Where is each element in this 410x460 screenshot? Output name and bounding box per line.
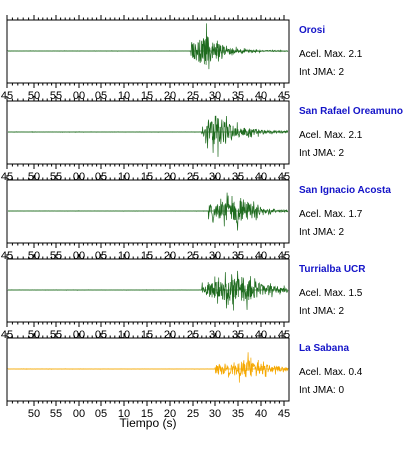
x-tick-label: 10 — [118, 408, 130, 420]
panel-frame — [6, 258, 290, 323]
trace-waveform — [7, 352, 289, 383]
x-tick-label: 15 — [141, 408, 153, 420]
station-name: San Ignacio Acosta — [299, 185, 391, 196]
panels-group: 45 50 55 00 05 10 15 20 25 30 35 40 45 Orosi Acel. Max… — [1, 15, 403, 420]
station-accel-max: Acel. Max. 0.4 — [299, 367, 363, 378]
x-axis-label: Tiempo (s) — [120, 416, 177, 430]
x-tick-labels: 45 50 55 00 05 10 15 20 25 30 35 40 45 — [1, 329, 290, 341]
x-tick-label: 45 — [278, 408, 290, 420]
x-ticks — [6, 96, 285, 169]
x-tick-label: 55 — [50, 408, 62, 420]
x-tick-label: 40 — [255, 408, 267, 420]
station-jma-intensity: Int JMA: 2 — [299, 148, 344, 159]
station-accel-max: Acel. Max. 2.1 — [299, 130, 363, 141]
x-ticks — [6, 254, 285, 327]
station-name: Orosi — [299, 25, 325, 36]
x-tick-label: 35 — [232, 408, 244, 420]
panel-frame — [6, 100, 290, 165]
station-accel-max: Acel. Max. 1.5 — [299, 288, 363, 299]
x-tick-label: 20 — [164, 408, 176, 420]
trace-waveform — [7, 270, 289, 311]
station-accel-max: Acel. Max. 2.1 — [299, 49, 363, 60]
panel-1: 45 50 55 00 05 10 15 20 25 30 35 40 45 San Rafael Ore… — [1, 96, 403, 183]
x-tick-label: 05 — [95, 408, 107, 420]
station-name: San Rafael Oreamuno — [299, 106, 403, 117]
panel-frame — [6, 179, 290, 244]
station-accel-max: Acel. Max. 1.7 — [299, 209, 363, 220]
panel-frame — [6, 337, 290, 402]
station-jma-intensity: Int JMA: 2 — [299, 306, 344, 317]
trace-waveform — [7, 115, 289, 157]
x-ticks — [6, 333, 285, 406]
panel-4: 50 55 00 05 10 15 20 25 30 35 40 45 La Sabana Acel. M… — [6, 333, 363, 420]
panel-3: 45 50 55 00 05 10 15 20 25 30 35 40 45 Turrialba UCR A… — [1, 254, 366, 341]
panel-frame — [6, 19, 290, 84]
panel-2: 45 50 55 00 05 10 15 20 25 30 35 40 45 San Ignacio Ac… — [1, 175, 391, 262]
station-jma-intensity: Int JMA: 0 — [299, 385, 344, 396]
x-tick-labels: 50 55 00 05 10 15 20 25 30 35 40 45 — [28, 408, 290, 420]
x-ticks — [6, 175, 285, 248]
station-name: La Sabana — [299, 343, 349, 354]
station-jma-intensity: Int JMA: 2 — [299, 227, 344, 238]
x-tick-label: 30 — [209, 408, 221, 420]
station-jma-intensity: Int JMA: 2 — [299, 67, 344, 78]
station-name: Turrialba UCR — [299, 264, 366, 275]
trace-waveform — [7, 192, 289, 231]
x-tick-labels: 45 50 55 00 05 10 15 20 25 30 35 40 45 — [1, 250, 290, 262]
x-tick-labels: 45 50 55 00 05 10 15 20 25 30 35 40 45 — [1, 171, 290, 183]
x-tick-label: 50 — [28, 408, 40, 420]
x-tick-label: 25 — [187, 408, 199, 420]
x-ticks — [6, 15, 285, 88]
x-tick-label: 00 — [73, 408, 85, 420]
trace-waveform — [7, 23, 289, 70]
